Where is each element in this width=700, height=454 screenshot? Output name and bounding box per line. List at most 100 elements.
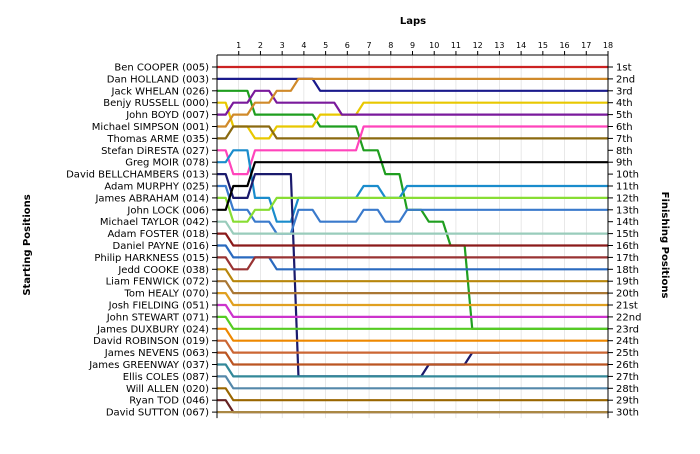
lap-tick-label: 11 bbox=[451, 41, 461, 50]
lap-tick-label: 14 bbox=[516, 41, 526, 50]
driver-position-line bbox=[217, 77, 608, 92]
driver-position-line bbox=[217, 196, 608, 223]
driver-position-line bbox=[217, 315, 608, 330]
finishing-position-label: 3rd bbox=[616, 86, 633, 97]
driver-position-line bbox=[217, 351, 608, 366]
finishing-position-label: 23rd bbox=[616, 324, 639, 335]
starting-position-label: John LOCK (006) bbox=[126, 205, 209, 216]
driver-position-line bbox=[217, 375, 608, 390]
finishing-position-label: 7th bbox=[616, 134, 633, 145]
driver-position-line bbox=[217, 268, 608, 283]
starting-position-label: Ryan TOD (046) bbox=[129, 396, 209, 407]
finishing-position-label: 6th bbox=[616, 122, 633, 133]
lap-tick-label: 2 bbox=[258, 41, 263, 50]
driver-position-line bbox=[217, 125, 608, 140]
lap-tick-label: 5 bbox=[323, 41, 328, 50]
finishing-position-label: 29th bbox=[616, 396, 639, 407]
lap-tick-label: 6 bbox=[345, 41, 350, 50]
driver-position-line bbox=[217, 363, 608, 378]
driver-position-line bbox=[217, 327, 608, 342]
finishing-position-label: 21st bbox=[616, 301, 638, 312]
lap-tick-label: 1 bbox=[236, 41, 241, 50]
lap-tick-label: 8 bbox=[388, 41, 393, 50]
finishing-position-label: 27th bbox=[616, 372, 639, 383]
driver-position-line bbox=[217, 339, 608, 354]
driver-position-line bbox=[217, 244, 608, 271]
starting-position-label: Daniel PAYNE (016) bbox=[113, 241, 210, 252]
finishing-position-label: 18th bbox=[616, 265, 639, 276]
starting-position-label: Dan HOLLAND (003) bbox=[107, 74, 209, 85]
finishing-position-label: 24th bbox=[616, 336, 639, 347]
starting-position-label: Josh FIELDING (051) bbox=[108, 301, 209, 312]
starting-position-label: Adam FOSTER (018) bbox=[108, 229, 210, 240]
starting-position-label: James NEVENS (063) bbox=[104, 348, 209, 359]
finishing-position-label: 14th bbox=[616, 217, 639, 228]
finishing-position-label: 10th bbox=[616, 170, 639, 181]
starting-position-label: David BELLCHAMBERS (013) bbox=[66, 170, 209, 181]
starting-position-label: Greg MOIR (078) bbox=[125, 158, 209, 169]
starting-position-label: Michael SIMPSON (001) bbox=[92, 122, 209, 133]
finishing-position-label: 9th bbox=[616, 158, 633, 169]
starting-position-label: Thomas ARME (035) bbox=[106, 134, 209, 145]
starting-position-label: Ellis COLES (087) bbox=[123, 372, 209, 383]
driver-position-line bbox=[217, 77, 608, 128]
starting-position-label: David SUTTON (067) bbox=[106, 408, 209, 419]
driver-position-line bbox=[217, 292, 608, 307]
finishing-position-label: 2nd bbox=[616, 74, 635, 85]
lap-tick-label: 10 bbox=[429, 41, 439, 50]
axes bbox=[212, 51, 613, 419]
finishing-position-label: 26th bbox=[616, 360, 639, 371]
finishing-position-label: 11th bbox=[616, 182, 639, 193]
finishing-position-label: 19th bbox=[616, 277, 639, 288]
finishing-position-label: 20th bbox=[616, 289, 639, 300]
finishing-position-label: 12th bbox=[616, 193, 639, 204]
finishing-position-label: 28th bbox=[616, 384, 639, 395]
driver-position-line bbox=[217, 256, 608, 271]
driver-position-line bbox=[217, 149, 608, 223]
starting-position-label: John BOYD (007) bbox=[125, 110, 209, 121]
lap-tick-label: 15 bbox=[538, 41, 548, 50]
starting-position-label: Ben COOPER (005) bbox=[114, 63, 209, 74]
starting-position-label: Jedd COOKE (038) bbox=[117, 265, 209, 276]
finishing-position-label: 30th bbox=[616, 408, 639, 419]
series-lines bbox=[217, 65, 608, 414]
starting-position-label: Tom HEALY (070) bbox=[123, 289, 209, 300]
finishing-position-label: 8th bbox=[616, 146, 633, 157]
driver-position-line bbox=[217, 101, 608, 140]
starting-position-label: Will ALLEN (020) bbox=[126, 384, 209, 395]
finishing-position-label: 13th bbox=[616, 205, 639, 216]
finishing-position-label: 4th bbox=[616, 98, 633, 109]
starting-position-label: Liam FENWICK (072) bbox=[106, 277, 209, 288]
driver-position-line bbox=[217, 125, 608, 176]
starting-position-label: John STEWART (071) bbox=[106, 312, 209, 323]
lap-tick-label: 13 bbox=[494, 41, 504, 50]
finishing-position-label: 16th bbox=[616, 241, 639, 252]
starting-position-label: David ROBINSON (019) bbox=[93, 336, 209, 347]
driver-position-line bbox=[217, 303, 608, 318]
driver-position-line bbox=[217, 232, 608, 247]
driver-position-line bbox=[217, 387, 608, 402]
finishing-position-label: 15th bbox=[616, 229, 639, 240]
driver-position-line bbox=[217, 161, 608, 211]
lap-tick-label: 3 bbox=[280, 41, 285, 50]
driver-position-line bbox=[217, 173, 500, 378]
x-axis-title: Laps bbox=[400, 16, 426, 27]
starting-position-label: Adam MURPHY (025) bbox=[104, 182, 209, 193]
starting-position-label: James DUXBURY (024) bbox=[96, 324, 209, 335]
lap-tick-label: 9 bbox=[410, 41, 415, 50]
lap-tick-label: 7 bbox=[367, 41, 372, 50]
starting-position-label: James GREENWAY (037) bbox=[88, 360, 209, 371]
driver-position-line bbox=[217, 280, 608, 295]
finishing-position-label: 5th bbox=[616, 110, 633, 121]
lap-tick-label: 12 bbox=[473, 41, 483, 50]
finishing-position-label: 25th bbox=[616, 348, 639, 359]
lap-tick-label: 18 bbox=[603, 41, 613, 50]
lap-tick-label: 4 bbox=[301, 41, 306, 50]
finishing-position-label: 17th bbox=[616, 253, 639, 264]
lap-tick-label: 16 bbox=[559, 41, 569, 50]
starting-position-label: Benjy RUSSELL (000) bbox=[103, 98, 209, 109]
starting-position-label: Michael TAYLOR (042) bbox=[100, 217, 209, 228]
